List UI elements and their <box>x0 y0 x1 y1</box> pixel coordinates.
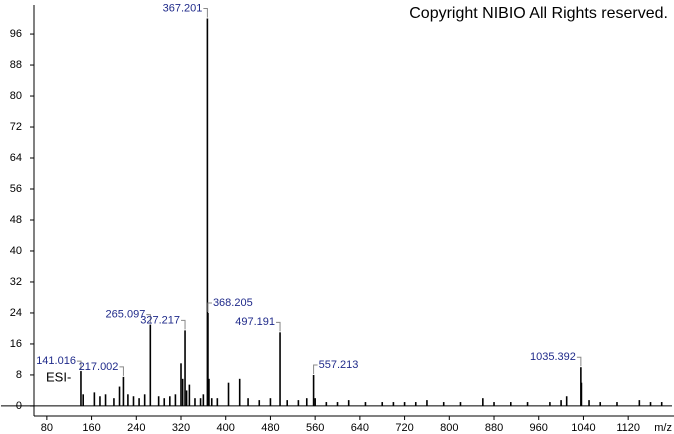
peak-label: 368.205 <box>213 297 253 309</box>
x-tick-label: 960 <box>530 422 548 434</box>
peak-label: 557.213 <box>319 359 359 371</box>
annotation-leader <box>276 321 281 332</box>
annotation-leader <box>181 319 186 330</box>
annotation-leader <box>313 364 318 374</box>
annotation-leader <box>146 314 151 324</box>
x-axis-label: m/z <box>654 422 672 434</box>
y-tick-label: 88 <box>10 59 22 71</box>
peak-label: 327.217 <box>140 314 180 326</box>
y-tick-label: 80 <box>10 90 22 102</box>
y-tick-label: 16 <box>10 338 22 350</box>
x-tick-label: 800 <box>440 422 458 434</box>
annotation-leader <box>76 360 82 371</box>
annotation-leader <box>576 356 582 367</box>
x-tick-label: 320 <box>172 422 190 434</box>
annotation-leader <box>203 8 208 18</box>
y-tick-label: 8 <box>16 369 22 381</box>
peak-label: 497.191 <box>235 316 275 328</box>
copyright: Copyright NIBIO All Rights reserved. <box>409 5 668 22</box>
y-tick-label: 96 <box>10 28 22 40</box>
x-tick-label: 480 <box>261 422 279 434</box>
peak-label: 141.016 <box>36 355 76 367</box>
x-tick-label: 720 <box>395 422 413 434</box>
annotation-leader <box>119 366 124 376</box>
y-tick-label: 56 <box>10 183 22 195</box>
x-tick-label: 240 <box>127 422 145 434</box>
peak-label: 265.097 <box>106 308 146 320</box>
x-tick-label: 400 <box>217 422 235 434</box>
x-tick-label: 880 <box>485 422 503 434</box>
ion-mode: ESI- <box>46 369 71 384</box>
y-tick-label: 72 <box>10 121 22 133</box>
x-tick-label: 1040 <box>571 422 595 434</box>
x-tick-label: 1120 <box>616 422 640 434</box>
x-tick-label: 80 <box>41 422 53 434</box>
x-tick-label: 640 <box>351 422 369 434</box>
y-tick-label: 64 <box>10 152 22 164</box>
peak-label: 217.002 <box>79 361 119 373</box>
peak-label: 367.201 <box>163 2 203 14</box>
y-tick-label: 24 <box>10 307 22 319</box>
peak-label: 1035.392 <box>530 351 576 363</box>
y-tick-label: 40 <box>10 245 22 257</box>
x-tick-label: 160 <box>82 422 100 434</box>
annotation-leader <box>207 302 212 312</box>
x-tick-label: 560 <box>306 422 324 434</box>
y-tick-label: 32 <box>10 276 22 288</box>
y-tick-label: 48 <box>10 214 22 226</box>
